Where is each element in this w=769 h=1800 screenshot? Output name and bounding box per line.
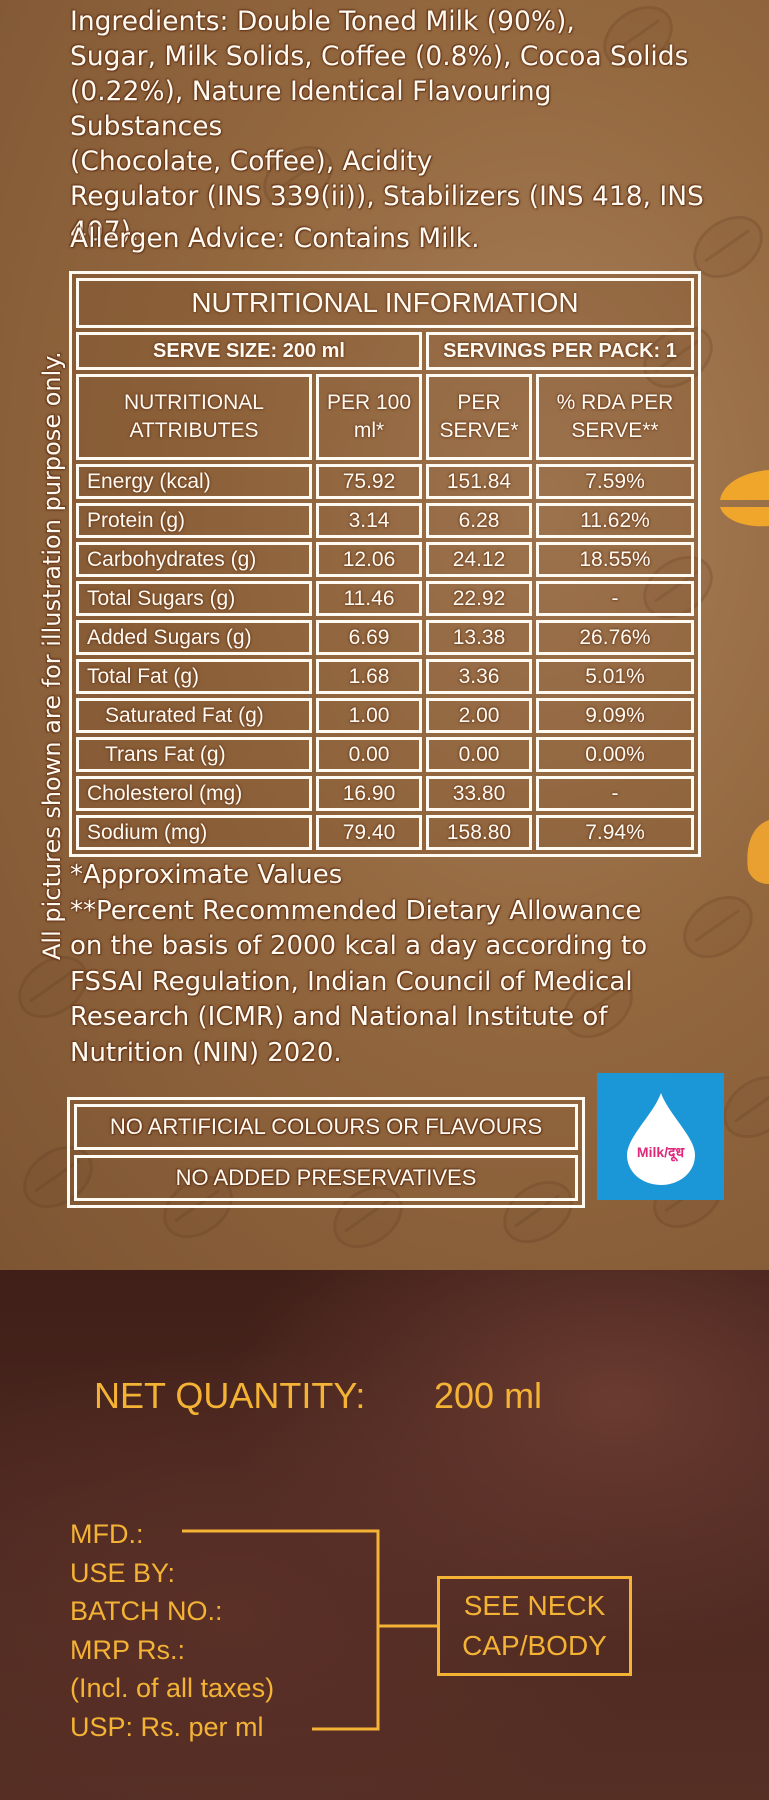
- rda-cell: 5.01%: [536, 659, 694, 694]
- footnote-line: Nutrition (NIN) 2020.: [70, 1037, 342, 1068]
- per-serve-cell: 24.12: [426, 542, 532, 577]
- see-neck-line: CAP/BODY: [462, 1630, 607, 1661]
- column-header: % RDA PER SERVE**: [536, 374, 694, 460]
- per-serve-cell: 158.80: [426, 815, 532, 850]
- attribute-cell: Cholesterol (mg): [76, 776, 312, 811]
- claim-no-artificial: NO ARTIFICIAL COLOURS OR FLAVOURS: [74, 1104, 578, 1150]
- see-neck-line: SEE NECK: [463, 1590, 606, 1621]
- per-serve-cell: 13.38: [426, 620, 532, 655]
- table-row: Added Sugars (g) 6.69 13.38 26.76%: [76, 620, 694, 655]
- per-100ml-cell: 1.00: [316, 698, 422, 733]
- attribute-cell: Protein (g): [76, 503, 312, 538]
- mfd-field: USE BY:: [70, 1557, 176, 1588]
- mfd-field: MRP Rs.:: [70, 1634, 186, 1665]
- ingredients-line: (0.22%), Nature Identical Flavouring Sub…: [70, 76, 552, 142]
- rda-cell: 7.94%: [536, 815, 694, 850]
- per-serve-cell: 2.00: [426, 698, 532, 733]
- ingredients-line: (Chocolate, Coffee), Acidity: [70, 146, 433, 177]
- per-100ml-cell: 0.00: [316, 737, 422, 772]
- table-row: Total Fat (g) 1.68 3.36 5.01%: [76, 659, 694, 694]
- footnote-line: FSSAI Regulation, Indian Council of Medi…: [70, 966, 633, 997]
- servings-per-pack: SERVINGS PER PACK: 1: [426, 332, 694, 370]
- mfd-field: MFD.:: [70, 1519, 144, 1549]
- per-serve-cell: 6.28: [426, 503, 532, 538]
- attribute-cell: Energy (kcal): [76, 464, 312, 499]
- label-lower-panel: [0, 1270, 769, 1800]
- orange-bean-decoration: [720, 470, 769, 884]
- per-serve-cell: 3.36: [426, 659, 532, 694]
- attribute-cell: Added Sugars (g): [76, 620, 312, 655]
- attribute-cell: Total Sugars (g): [76, 581, 312, 616]
- rda-cell: 7.59%: [536, 464, 694, 499]
- rda-cell: -: [536, 581, 694, 616]
- ingredients-line: 407).: [70, 216, 140, 247]
- net-quantity-label: NET QUANTITY:: [94, 1375, 366, 1416]
- table-row: Total Sugars (g) 11.46 22.92 -: [76, 581, 694, 616]
- per-100ml-cell: 6.69: [316, 620, 422, 655]
- table-row: Trans Fat (g) 0.00 0.00 0.00%: [76, 737, 694, 772]
- footnote-line: on the basis of 2000 kcal a day accordin…: [70, 931, 648, 961]
- ingredients-line: Regulator (INS 339(ii)), Stabilizers (IN…: [70, 181, 704, 212]
- attribute-cell: Trans Fat (g): [76, 737, 312, 772]
- manufacturing-details: MFD.: USE BY: BATCH NO.: MRP Rs.: (Incl.…: [70, 1515, 274, 1747]
- footnote-line: *Approximate Values: [70, 860, 343, 890]
- rda-cell: 9.09%: [536, 698, 694, 733]
- column-header: NUTRITIONAL ATTRIBUTES: [76, 374, 312, 460]
- illustration-disclaimer: All pictures shown are for illustration …: [38, 351, 66, 960]
- attribute-cell: Saturated Fat (g): [76, 698, 312, 733]
- table-row: Cholesterol (mg) 16.90 33.80 -: [76, 776, 694, 811]
- mfd-field: USP: Rs. per ml: [70, 1711, 264, 1742]
- per-100ml-cell: 16.90: [316, 776, 422, 811]
- table-row: Carbohydrates (g) 12.06 24.12 18.55%: [76, 542, 694, 577]
- per-100ml-cell: 3.14: [316, 503, 422, 538]
- claim-no-preservatives: NO ADDED PRESERVATIVES: [74, 1155, 578, 1201]
- milk-logo: Milk/दूध: [597, 1073, 724, 1200]
- footnotes: *Approximate Values **Percent Recommende…: [70, 858, 690, 1071]
- per-100ml-cell: 1.68: [316, 659, 422, 694]
- per-100ml-cell: 79.40: [316, 815, 422, 850]
- ingredients-text: Ingredients: Double Toned Milk (90%), Su…: [70, 4, 710, 249]
- ingredients-line: Sugar, Milk Solids, Coffee (0.8%), Cocoa…: [70, 41, 689, 72]
- rda-cell: 0.00%: [536, 737, 694, 772]
- attribute-cell: Sodium (mg): [76, 815, 312, 850]
- footnote-line: **Percent Recommended Dietary Allowance: [70, 895, 642, 926]
- table-row: Saturated Fat (g) 1.00 2.00 9.09%: [76, 698, 694, 733]
- serve-size: SERVE SIZE: 200 ml: [76, 332, 422, 370]
- table-row: Protein (g) 3.14 6.28 11.62%: [76, 503, 694, 538]
- table-row: Energy (kcal) 75.92 151.84 7.59%: [76, 464, 694, 499]
- column-header: PER 100 ml*: [316, 374, 422, 460]
- per-serve-cell: 151.84: [426, 464, 532, 499]
- claims-box: NO ARTIFICIAL COLOURS OR FLAVOURS NO ADD…: [67, 1097, 585, 1208]
- rda-cell: 18.55%: [536, 542, 694, 577]
- see-neck-box: SEE NECK CAP/BODY: [437, 1576, 632, 1676]
- per-serve-cell: 0.00: [426, 737, 532, 772]
- per-100ml-cell: 11.46: [316, 581, 422, 616]
- rda-cell: -: [536, 776, 694, 811]
- rda-cell: 26.76%: [536, 620, 694, 655]
- ingredients-line: Ingredients: Double Toned Milk (90%),: [70, 6, 575, 37]
- allergen-advice: Allergen Advice: Contains Milk.: [70, 223, 480, 254]
- mfd-field: BATCH NO.:: [70, 1596, 223, 1627]
- per-100ml-cell: 75.92: [316, 464, 422, 499]
- table-row: Sodium (mg) 79.40 158.80 7.94%: [76, 815, 694, 850]
- per-serve-cell: 33.80: [426, 776, 532, 811]
- per-100ml-cell: 12.06: [316, 542, 422, 577]
- nutrition-table: NUTRITIONAL INFORMATION SERVE SIZE: 200 …: [69, 271, 701, 857]
- footnote-line: Research (ICMR) and National Institute o…: [70, 1002, 608, 1032]
- net-quantity-value: 200 ml: [434, 1375, 543, 1416]
- attribute-cell: Total Fat (g): [76, 659, 312, 694]
- mfd-field: (Incl. of all taxes): [70, 1673, 275, 1704]
- milk-drop-icon: [627, 1093, 695, 1185]
- attribute-cell: Carbohydrates (g): [76, 542, 312, 577]
- milk-logo-label: Milk/दूध: [636, 1144, 685, 1160]
- per-serve-cell: 22.92: [426, 581, 532, 616]
- rda-cell: 11.62%: [536, 503, 694, 538]
- label-upper-panel: [0, 0, 769, 1270]
- nutrition-title: NUTRITIONAL INFORMATION: [76, 278, 694, 328]
- column-header: PER SERVE*: [426, 374, 532, 460]
